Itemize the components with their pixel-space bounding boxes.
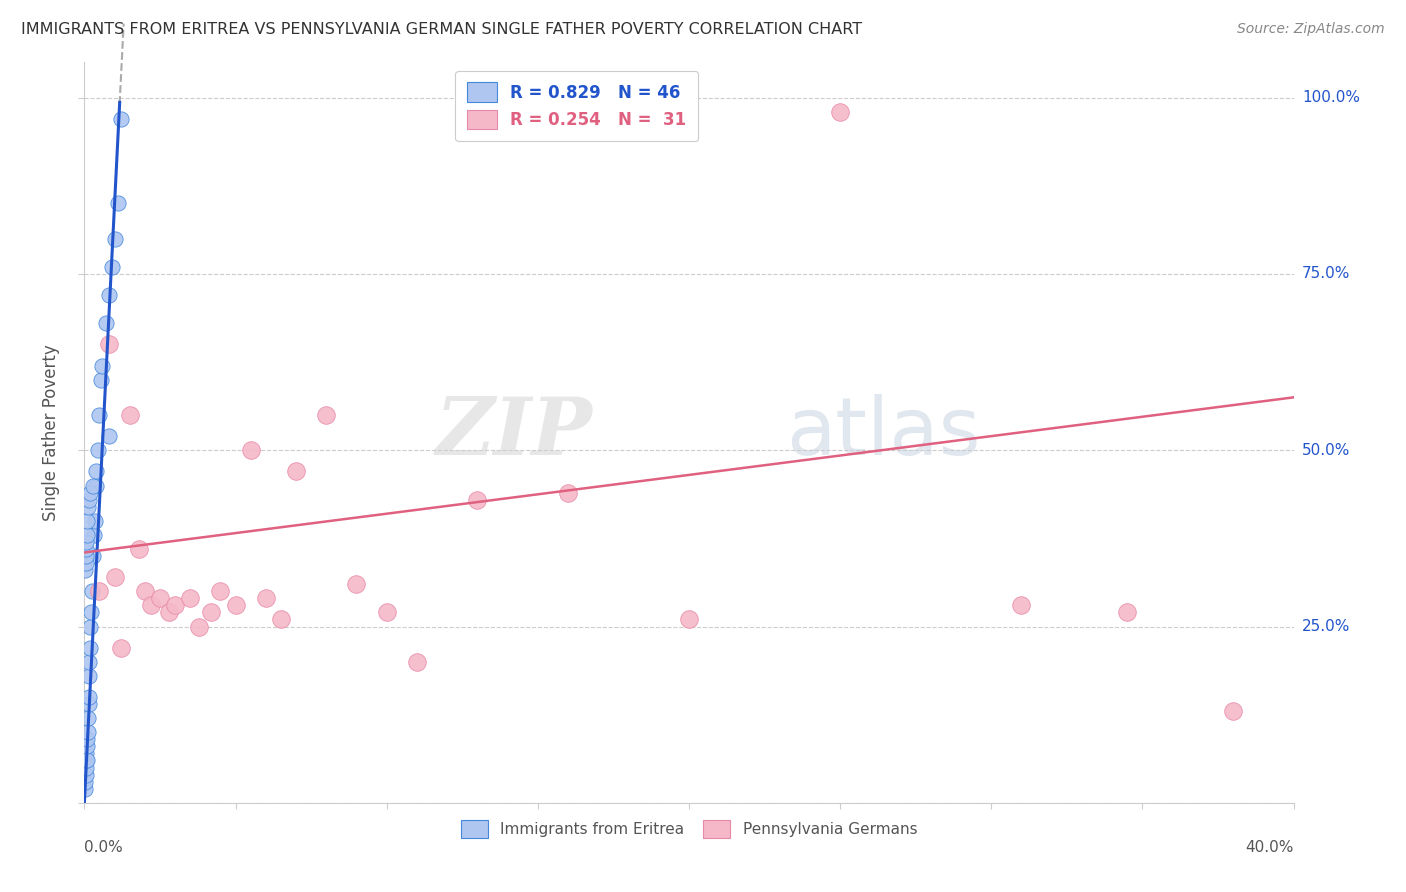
Point [557,485,579,500]
Text: 40.0%: 40.0% [1246,840,1294,855]
Point [104,570,127,584]
Point [76,528,98,542]
Point [76,754,98,768]
Point [315,408,337,422]
Point [79,619,101,633]
Point [75,774,97,789]
Point [77,492,100,507]
Point [75,754,97,768]
Point [75,556,97,570]
Point [97,429,120,443]
Point [110,112,132,126]
Point [830,104,852,119]
Point [76,732,98,747]
Point [79,640,101,655]
Text: Source: ZipAtlas.com: Source: ZipAtlas.com [1237,22,1385,37]
Text: IMMIGRANTS FROM ERITREA VS PENNSYLVANIA GERMAN SINGLE FATHER POVERTY CORRELATION: IMMIGRANTS FROM ERITREA VS PENNSYLVANIA … [21,22,862,37]
Point [1011,599,1033,613]
Point [79,485,101,500]
Text: atlas: atlas [786,393,980,472]
Point [75,563,97,577]
Point [80,584,103,599]
Point [77,500,100,514]
Point [149,591,172,606]
Point [97,337,120,351]
Point [678,612,700,626]
Point [79,655,101,669]
Point [80,606,103,620]
Point [209,584,232,599]
Text: 50.0%: 50.0% [1302,442,1350,458]
Point [77,711,100,725]
Point [77,669,100,683]
Point [76,535,98,549]
Point [406,655,429,669]
Point [200,606,222,620]
Y-axis label: Single Father Poverty: Single Father Poverty [42,344,60,521]
Point [104,232,127,246]
Point [83,528,105,542]
Point [77,725,100,739]
Point [77,697,100,711]
Point [128,541,150,556]
Point [82,478,104,492]
Point [225,599,247,613]
Text: 25.0%: 25.0% [1302,619,1350,634]
Point [97,288,120,302]
Point [75,541,97,556]
Point [89,408,111,422]
Point [76,514,98,528]
Point [82,549,104,563]
Text: 0.0%: 0.0% [84,840,124,855]
Point [75,767,97,781]
Point [76,747,98,761]
Point [1116,606,1139,620]
Point [239,443,262,458]
Point [346,577,368,591]
Point [254,591,277,606]
Point [86,478,108,492]
Point [134,584,156,599]
Point [77,690,100,704]
Point [76,739,98,754]
Point [118,408,141,422]
Point [285,464,308,478]
Point [100,260,122,274]
Point [89,584,111,599]
Point [73,781,96,796]
Point [90,373,112,387]
Point [75,549,97,563]
Point [165,599,187,613]
Point [270,612,292,626]
Point [87,443,110,458]
Text: 100.0%: 100.0% [1302,90,1360,105]
Point [1222,704,1244,718]
Point [86,464,108,478]
Legend: Immigrants from Eritrea, Pennsylvania Germans: Immigrants from Eritrea, Pennsylvania Ge… [451,811,927,847]
Point [94,316,117,330]
Point [84,514,107,528]
Point [157,606,180,620]
Point [375,606,398,620]
Point [188,619,211,633]
Text: 75.0%: 75.0% [1302,267,1350,282]
Point [139,599,162,613]
Point [91,359,114,373]
Point [467,492,489,507]
Text: ZIP: ZIP [436,394,592,471]
Point [107,196,129,211]
Point [75,760,97,774]
Point [179,591,201,606]
Point [110,640,132,655]
